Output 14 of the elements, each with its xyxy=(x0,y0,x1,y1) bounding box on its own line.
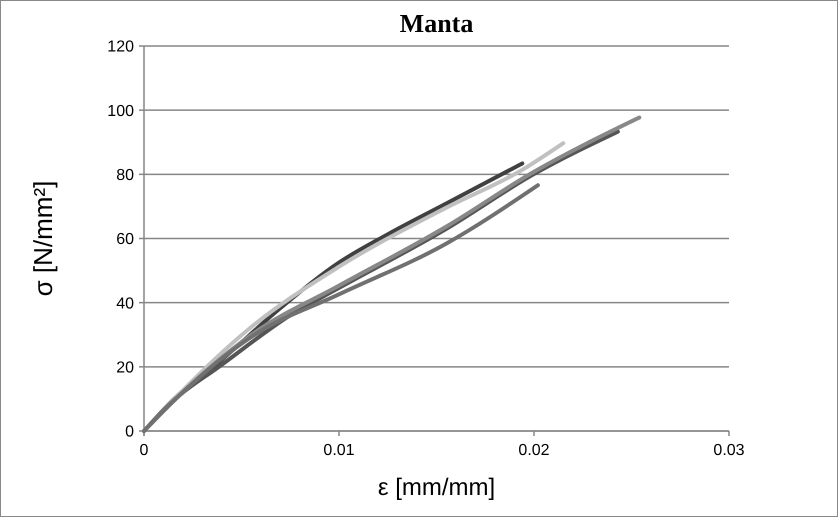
chart-title: Manta xyxy=(400,9,474,38)
y-tick-label: 20 xyxy=(116,359,134,376)
y-axis-title: σ [N/mm²] xyxy=(28,180,58,296)
x-tick-label: 0.02 xyxy=(518,442,550,459)
x-tick-label: 0.03 xyxy=(713,442,745,459)
y-tick-label: 80 xyxy=(116,166,134,184)
x-tick-label: 0 xyxy=(140,442,149,459)
y-tick-label: 120 xyxy=(107,38,134,56)
y-tick-label: 100 xyxy=(107,102,134,120)
y-tick-label: 0 xyxy=(125,424,134,441)
y-tick-label: 60 xyxy=(116,231,134,248)
y-tick-label: 40 xyxy=(116,295,134,312)
x-tick-label: 0.01 xyxy=(323,442,355,459)
x-axis-title: ε [mm/mm] xyxy=(378,474,496,501)
